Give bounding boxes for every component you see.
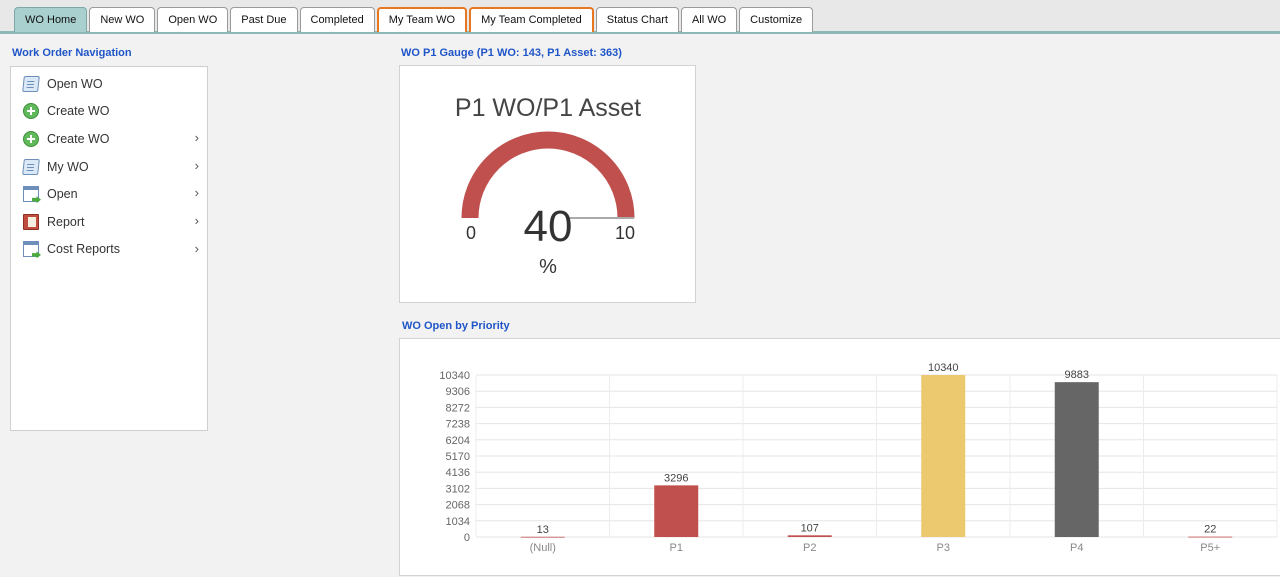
x-tick-label: P2 [803,542,816,554]
y-tick-label: 10340 [439,370,470,382]
gauge-min-label: 0 [466,223,476,243]
bar-p5 [1188,536,1233,538]
gauge-unit: % [539,256,557,278]
bar-p3 [921,375,966,537]
gauge-svg: P1 WO/P1 Asset 40 0 10 % [455,94,641,278]
x-tick-label: P3 [937,542,950,554]
nav-item-label: Cost Reports [47,242,120,257]
tab-wo-home[interactable]: WO Home [14,7,88,32]
gauge-max-label: 10 [615,223,635,243]
nav-item-label: Create WO [47,104,110,119]
nav-item-label: Open [47,187,78,202]
chevron-right-icon: › [194,185,199,201]
tab-status-chart[interactable]: Status Chart [595,7,679,32]
bar-p2 [787,535,832,537]
document-icon [22,75,40,92]
data-label: 3296 [664,472,688,484]
window-arrow-icon [23,241,39,258]
y-tick-label: 2068 [446,500,470,512]
tab-completed[interactable]: Completed [299,7,375,32]
x-tick-label: P5+ [1200,542,1220,554]
add-circle-icon [23,130,39,147]
tab-my-team-completed[interactable]: My Team Completed [469,7,594,32]
tab-customize[interactable]: Customize [739,7,814,32]
tab-all-wo[interactable]: All WO [680,7,738,32]
tab-bar: WO Home New WO Open WO Past Due Completed My … [0,0,1280,34]
x-tick-label: P4 [1070,542,1083,554]
y-tick-label: 0 [464,532,470,544]
nav-item-label: My WO [47,159,89,174]
nav-item-create-wo[interactable]: Create WO [11,98,207,126]
work-order-navigation: Open WO Create WO Create WO › My WO › Open › Rep… [10,66,208,431]
y-tick-label: 9306 [446,386,470,398]
document-icon [22,158,40,175]
y-tick-label: 8272 [446,402,470,414]
y-tick-label: 3102 [446,483,470,495]
nav-item-label: Open WO [47,76,103,91]
gauge-heading: P1 WO/P1 Asset [455,94,641,122]
y-tick-label: 4136 [446,467,470,479]
tab-new-wo[interactable]: New WO [89,7,156,32]
x-tick-label: P1 [670,542,683,554]
y-tick-label: 6204 [446,435,470,447]
chevron-right-icon: › [194,212,199,228]
x-tick-label: (Null) [530,542,556,554]
nav-item-cost-reports[interactable]: Cost Reports › [11,236,207,264]
chevron-right-icon: › [194,240,199,256]
y-tick-label: 1034 [446,516,470,528]
bar-null [520,536,565,538]
tab-past-due[interactable]: Past Due [230,7,298,32]
chevron-right-icon: › [194,157,199,173]
nav-item-report[interactable]: Report › [11,208,207,236]
y-tick-label: 7238 [446,419,470,431]
nav-item-create-wo[interactable]: Create WO › [11,125,207,153]
nav-title: Work Order Navigation [12,47,132,59]
tab-my-team-wo[interactable]: My Team WO [376,7,468,32]
bar-p1 [654,485,699,537]
priority-bar-chart: 0 1034 2068 3102 4136 5170 6204 7238 8272 9306 103… [439,362,1278,554]
add-circle-icon [23,103,39,120]
data-label: 13 [537,524,549,536]
nav-item-label: Report [47,214,85,229]
chart-panel-title: WO Open by Priority [402,320,510,332]
book-icon [23,213,39,230]
gauge-panel: P1 WO/P1 Asset 40 0 10 % [399,65,696,303]
y-tick-label: 5170 [446,451,470,463]
gauge-value: 40 [524,202,573,251]
tab-open-wo[interactable]: Open WO [157,7,229,32]
gauge-fill [461,131,635,219]
nav-item-my-wo[interactable]: My WO › [11,153,207,181]
nav-item-label: Create WO [47,131,110,146]
data-label: 10340 [928,362,959,374]
nav-item-open[interactable]: Open › [11,180,207,208]
data-label: 22 [1204,524,1216,536]
bar-p4 [1054,382,1099,537]
window-arrow-icon [23,186,39,203]
data-label: 9883 [1065,369,1089,381]
data-label: 107 [801,522,819,534]
tab-list: WO Home New WO Open WO Past Due Completed My … [14,7,814,32]
chart-panel: 0 1034 2068 3102 4136 5170 6204 7238 8272 9306 103… [399,338,1280,576]
chevron-right-icon: › [194,130,199,146]
gauge-panel-title: WO P1 Gauge (P1 WO: 143, P1 Asset: 363) [401,47,622,59]
nav-item-open-wo[interactable]: Open WO [11,70,207,98]
